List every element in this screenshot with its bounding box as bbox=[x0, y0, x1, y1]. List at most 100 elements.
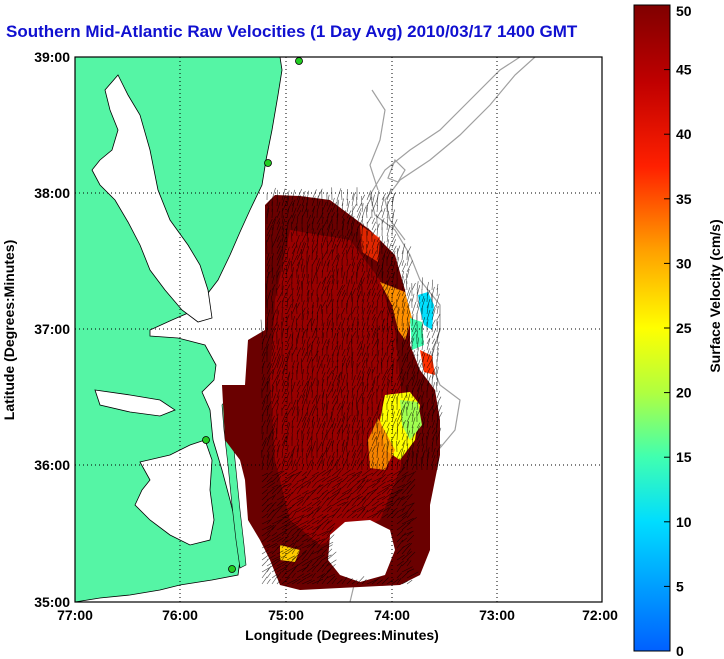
velocity-vector bbox=[386, 235, 389, 243]
velocity-vector bbox=[356, 576, 365, 585]
velocity-vector bbox=[391, 476, 399, 483]
velocity-vector bbox=[296, 303, 298, 315]
velocity-vector bbox=[336, 352, 339, 363]
velocity-vector bbox=[346, 430, 350, 441]
velocity-vector bbox=[381, 368, 389, 381]
velocity-vector bbox=[361, 579, 367, 585]
velocity-vector bbox=[266, 395, 268, 405]
velocity-vector bbox=[326, 534, 335, 543]
velocity-vector bbox=[351, 394, 355, 405]
velocity-vector bbox=[401, 394, 408, 405]
velocity-vector bbox=[361, 427, 365, 441]
velocity-vector bbox=[321, 475, 331, 483]
velocity-vector bbox=[316, 258, 320, 267]
velocity-vector bbox=[381, 476, 388, 483]
velocity-vector bbox=[376, 487, 389, 495]
velocity-vector bbox=[376, 223, 379, 237]
velocity-vector bbox=[406, 352, 409, 363]
velocity-vector bbox=[356, 392, 363, 405]
velocity-vector bbox=[311, 248, 313, 261]
x-tick-label: 73:00 bbox=[479, 607, 515, 623]
velocity-vector bbox=[341, 483, 348, 489]
velocity-vector bbox=[361, 385, 367, 399]
velocity-vector bbox=[351, 192, 355, 201]
velocity-vector bbox=[406, 361, 411, 369]
velocity-vector bbox=[326, 475, 338, 483]
velocity-vector bbox=[296, 332, 300, 345]
velocity-vector bbox=[296, 225, 298, 237]
velocity-vector bbox=[291, 499, 302, 507]
velocity-vector bbox=[391, 213, 394, 225]
velocity-vector bbox=[276, 284, 281, 291]
velocity-vector bbox=[301, 448, 304, 459]
velocity-vector bbox=[336, 264, 338, 273]
velocity-vector bbox=[366, 301, 370, 309]
velocity-vector bbox=[391, 578, 400, 585]
velocity-vector bbox=[306, 237, 310, 249]
station-marker bbox=[228, 565, 236, 573]
velocity-vector bbox=[381, 484, 391, 489]
velocity-vector bbox=[426, 337, 431, 345]
y-tick-label: 37:00 bbox=[34, 321, 70, 337]
velocity-vector bbox=[391, 458, 394, 471]
velocity-vector bbox=[296, 210, 302, 219]
velocity-vector bbox=[331, 360, 334, 369]
velocity-vector bbox=[356, 252, 360, 261]
velocity-vector bbox=[381, 383, 386, 393]
velocity-vector bbox=[426, 404, 434, 417]
velocity-vector bbox=[266, 502, 273, 507]
velocity-vector bbox=[271, 423, 276, 435]
velocity-vector bbox=[391, 283, 394, 291]
velocity-vector bbox=[321, 432, 324, 441]
velocity-vector bbox=[341, 317, 346, 327]
velocity-vector bbox=[376, 403, 380, 417]
velocity-vector bbox=[286, 499, 292, 507]
velocity-vector bbox=[401, 250, 404, 261]
velocity-vector bbox=[341, 457, 344, 465]
colorbar-tick-label: 40 bbox=[676, 126, 692, 142]
velocity-vector bbox=[296, 384, 301, 393]
velocity-vector bbox=[366, 202, 369, 213]
velocity-vector bbox=[296, 293, 301, 303]
velocity-vector bbox=[306, 209, 309, 219]
velocity-vector bbox=[286, 445, 289, 453]
velocity-vector bbox=[271, 532, 278, 537]
velocity-vector bbox=[321, 232, 325, 243]
velocity-vectors bbox=[260, 187, 443, 585]
velocity-vector bbox=[326, 493, 337, 501]
velocity-vector bbox=[281, 565, 288, 573]
velocity-vector bbox=[331, 482, 340, 489]
velocity-vector bbox=[321, 269, 324, 279]
velocity-vector bbox=[281, 474, 293, 483]
velocity-vector bbox=[361, 422, 364, 435]
velocity-vector bbox=[361, 264, 365, 273]
velocity-vector bbox=[371, 510, 382, 519]
velocity-vector bbox=[431, 279, 433, 291]
velocity-vector bbox=[386, 200, 389, 213]
velocity-vector bbox=[406, 421, 409, 429]
velocity-vector bbox=[311, 421, 315, 435]
velocity-vector bbox=[431, 420, 435, 429]
velocity-vector bbox=[381, 500, 393, 507]
velocity-vector bbox=[261, 400, 266, 411]
velocity-vector bbox=[266, 572, 272, 579]
velocity-vector bbox=[316, 559, 323, 567]
velocity-vector bbox=[301, 524, 311, 531]
velocity-vector bbox=[371, 217, 375, 225]
velocity-vector bbox=[401, 480, 412, 489]
velocity-vector bbox=[371, 500, 380, 507]
velocity-vector bbox=[401, 371, 407, 381]
velocity-vector bbox=[336, 230, 340, 237]
velocity-vector bbox=[296, 430, 299, 441]
velocity-vector bbox=[341, 284, 346, 291]
velocity-vector bbox=[331, 365, 337, 375]
velocity-vector bbox=[286, 329, 289, 339]
velocity-vector bbox=[431, 325, 434, 333]
velocity-vector bbox=[261, 513, 269, 519]
velocity-vector bbox=[306, 372, 309, 381]
velocity-vector bbox=[271, 328, 276, 339]
velocity-vector bbox=[406, 542, 413, 549]
velocity-vector bbox=[336, 429, 341, 441]
velocity-vector bbox=[411, 364, 416, 375]
velocity-vector bbox=[281, 489, 289, 495]
